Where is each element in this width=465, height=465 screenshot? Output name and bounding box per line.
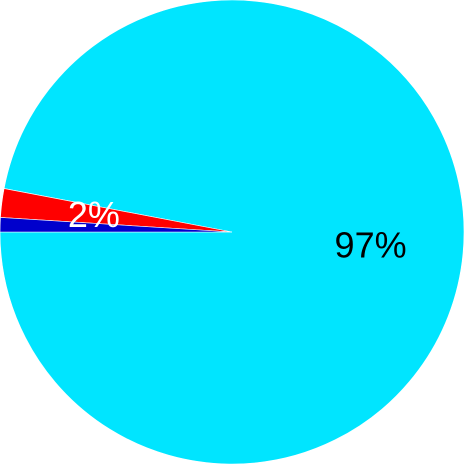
pie-data-label-1: 2%	[68, 194, 120, 235]
pie-data-label-0: 97%	[335, 225, 407, 266]
pie-slice-2	[0, 217, 233, 233]
pie-data-labels: 97% 2%	[68, 194, 407, 266]
